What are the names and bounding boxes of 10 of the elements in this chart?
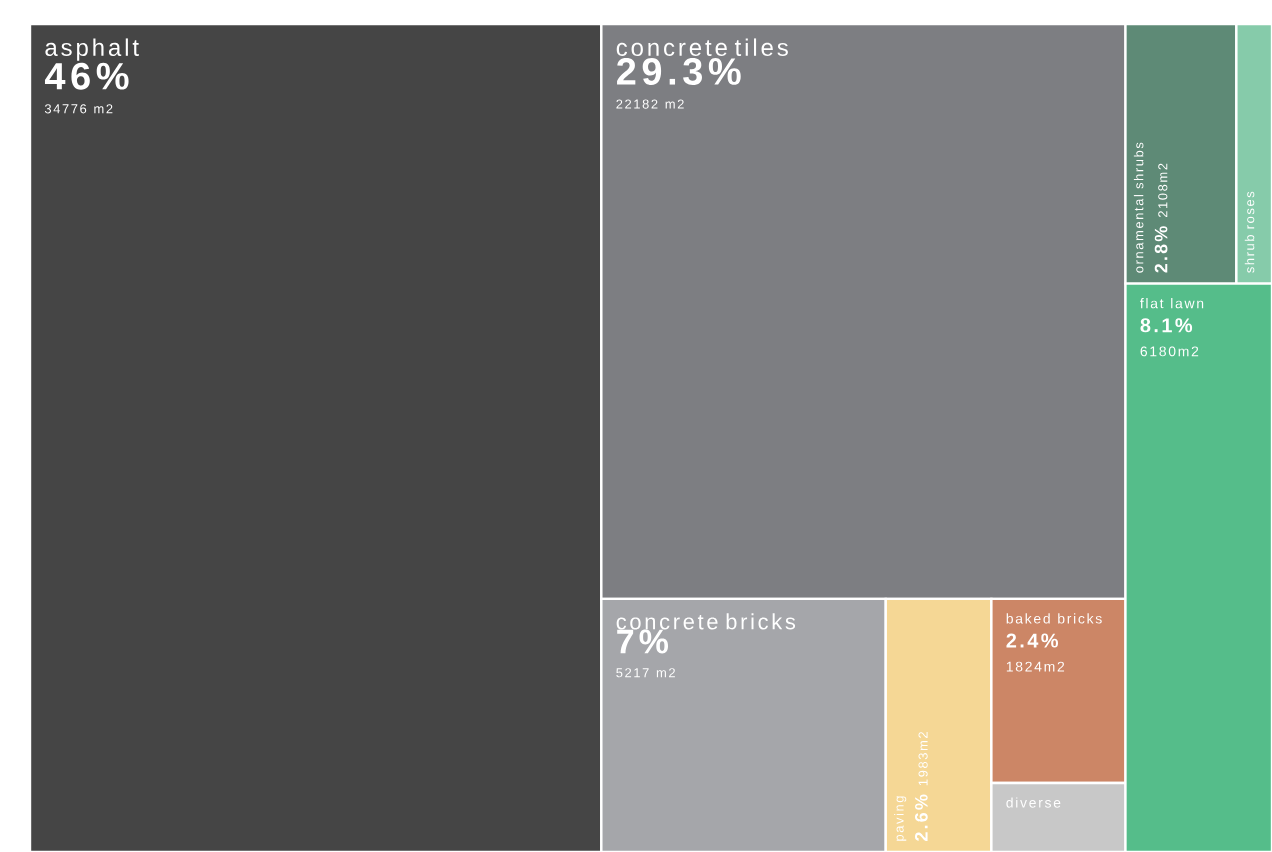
data-label: 46% [44,62,129,90]
category-label: concrete tiles [616,38,788,56]
data-label: 2.8% [1154,226,1168,273]
data-label: 2.6% [914,794,928,841]
data-label: 29.3% [617,58,741,85]
data-label: 2.4% [1006,633,1059,648]
category-label: concrete bricks [616,613,796,630]
data-label: 8.1% [1140,318,1193,333]
data-label: 7% [617,629,669,654]
category-label: asphalt [45,38,139,61]
